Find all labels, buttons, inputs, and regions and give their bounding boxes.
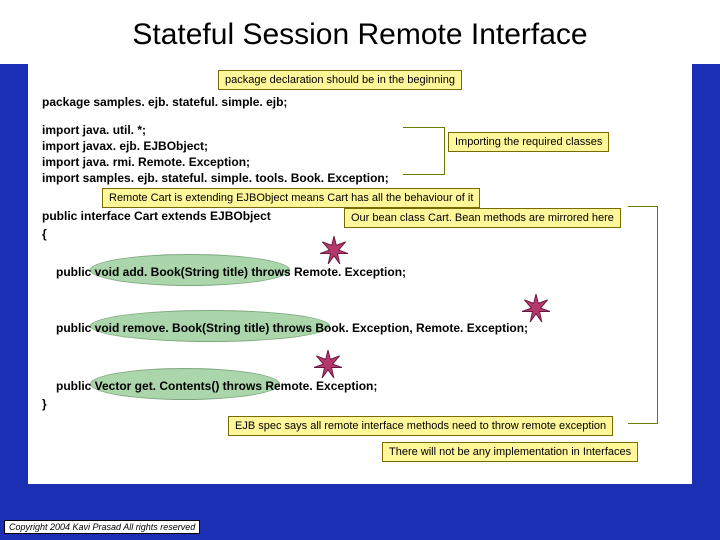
callout-pkg-decl: package declaration should be in the beg… bbox=[218, 70, 462, 90]
code-import-1: import java. util. *; bbox=[42, 122, 146, 139]
burst-icon-1 bbox=[320, 236, 348, 264]
code-method-3: public Vector get. Contents() throws Rem… bbox=[56, 378, 377, 395]
slide: Stateful Session Remote Interface packag… bbox=[0, 0, 720, 540]
burst-icon-3 bbox=[314, 350, 342, 378]
connector-methods bbox=[628, 206, 658, 424]
callout-remote-cart: Remote Cart is extending EJBObject means… bbox=[102, 188, 480, 208]
code-brace-close: } bbox=[42, 396, 47, 413]
code-brace-open: { bbox=[42, 226, 47, 243]
code-method-2: public void remove. Book(String title) t… bbox=[56, 320, 528, 337]
code-import-2: import javax. ejb. EJBObject; bbox=[42, 138, 208, 155]
callout-bean-mirror: Our bean class Cart. Bean methods are mi… bbox=[344, 208, 621, 228]
connector-imports bbox=[403, 127, 445, 175]
code-package: package samples. ejb. stateful. simple. … bbox=[42, 94, 287, 111]
slide-title: Stateful Session Remote Interface bbox=[0, 0, 720, 64]
copyright-notice: Copyright 2004 Kavi Prasad All rights re… bbox=[4, 520, 200, 534]
code-method-1: public void add. Book(String title) thro… bbox=[56, 264, 406, 281]
burst-icon-2 bbox=[522, 294, 550, 322]
content-panel: package declaration should be in the beg… bbox=[28, 64, 692, 484]
code-import-3: import java. rmi. Remote. Exception; bbox=[42, 154, 250, 171]
code-interface: public interface Cart extends EJBObject bbox=[42, 208, 271, 225]
callout-no-impl: There will not be any implementation in … bbox=[382, 442, 638, 462]
code-import-4: import samples. ejb. stateful. simple. t… bbox=[42, 170, 389, 187]
callout-ejb-spec: EJB spec says all remote interface metho… bbox=[228, 416, 613, 436]
callout-importing: Importing the required classes bbox=[448, 132, 609, 152]
